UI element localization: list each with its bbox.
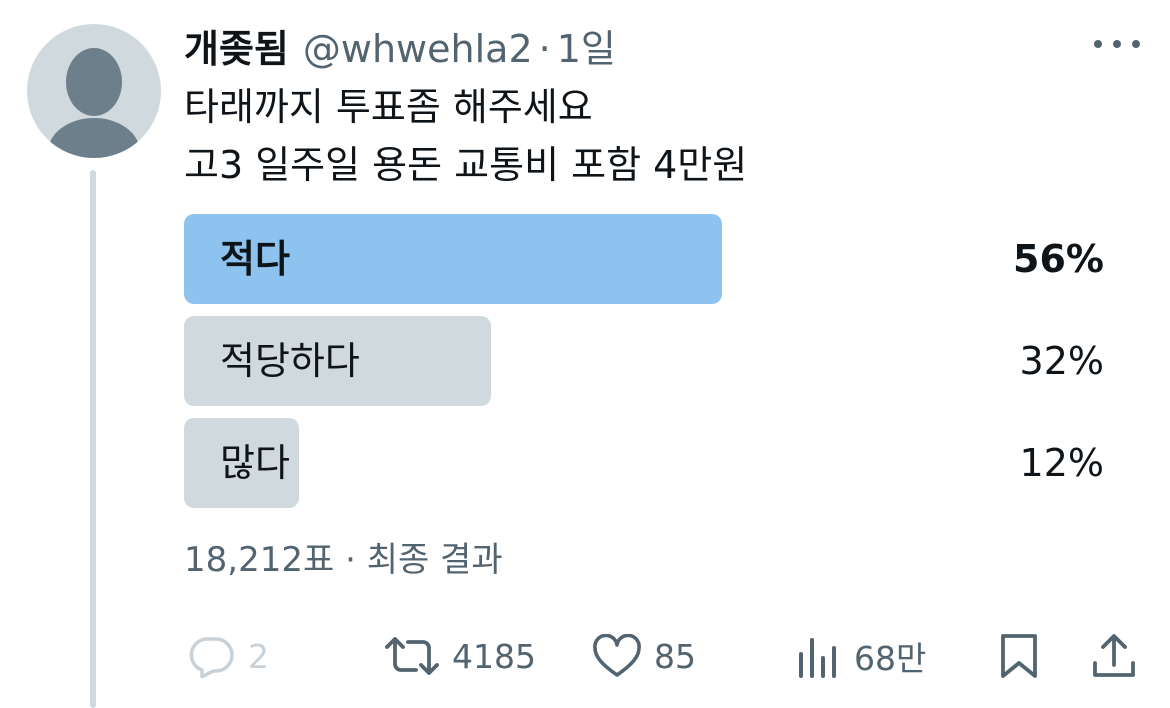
like-count: 85 bbox=[654, 636, 696, 676]
poll-option-fill bbox=[184, 316, 491, 406]
retweet-count: 4185 bbox=[452, 636, 536, 676]
default-avatar-icon bbox=[48, 48, 140, 158]
poll-option-2: 적당하다 32% bbox=[184, 316, 1114, 406]
poll-option-label: 적당하다 bbox=[220, 339, 360, 383]
poll-status: 최종 결과 bbox=[366, 540, 503, 580]
like-button[interactable]: 85 bbox=[592, 628, 696, 684]
tweet-text-line-2: 고3 일주일 용돈 교통비 포함 4만원 bbox=[184, 143, 748, 187]
heart-icon bbox=[593, 634, 641, 677]
poll-option-1: 적다 56% bbox=[184, 214, 1114, 304]
speech-bubble-icon bbox=[189, 637, 234, 678]
timestamp[interactable]: 1일 bbox=[556, 27, 616, 71]
bookmark-button[interactable] bbox=[998, 628, 1052, 684]
bar-chart-icon bbox=[799, 638, 836, 678]
tweet-actions: 2 4185 85 68만 bbox=[184, 628, 1144, 684]
more-horizontal-icon[interactable] bbox=[1094, 36, 1140, 52]
poll-option-percent: 56% bbox=[1013, 237, 1104, 281]
poll-option-label: 적다 bbox=[220, 237, 290, 281]
reply-count: 2 bbox=[248, 636, 269, 676]
views-button[interactable]: 68만 bbox=[796, 628, 926, 684]
avatar[interactable] bbox=[27, 24, 161, 158]
poll-vote-count: 18,212표 bbox=[184, 540, 335, 580]
author-name[interactable]: 개좆됨 bbox=[184, 27, 289, 71]
poll: 적다 56% 적당하다 32% 많다 12% bbox=[184, 214, 1114, 520]
poll-option-fill bbox=[184, 418, 299, 508]
poll-option-fill bbox=[184, 214, 722, 304]
author-handle[interactable]: @whwehla2 bbox=[302, 27, 533, 71]
tweet-text: 타래까지 투표좀 해주세요 고3 일주일 용돈 교통비 포함 4만원 bbox=[184, 78, 747, 194]
share-icon bbox=[1093, 634, 1135, 677]
poll-option-percent: 32% bbox=[1019, 339, 1104, 383]
retweet-button[interactable]: 4185 bbox=[384, 628, 536, 684]
reply-button[interactable]: 2 bbox=[186, 628, 269, 684]
tweet-header: 개좆됨 @whwehla2 · 1일 bbox=[184, 18, 616, 71]
retweet-icon bbox=[385, 637, 439, 675]
poll-option-3: 많다 12% bbox=[184, 418, 1114, 508]
share-button[interactable] bbox=[1090, 628, 1150, 684]
separator-dot: · bbox=[345, 540, 356, 580]
separator-dot: · bbox=[538, 27, 551, 71]
view-count: 68만 bbox=[854, 639, 927, 678]
poll-meta: 18,212표 · 최종 결과 bbox=[184, 532, 503, 581]
poll-option-label: 많다 bbox=[220, 441, 290, 485]
tweet-text-line-1: 타래까지 투표좀 해주세요 bbox=[184, 85, 593, 129]
thread-line bbox=[90, 170, 96, 708]
poll-option-percent: 12% bbox=[1019, 441, 1104, 485]
bookmark-icon bbox=[1001, 634, 1037, 678]
